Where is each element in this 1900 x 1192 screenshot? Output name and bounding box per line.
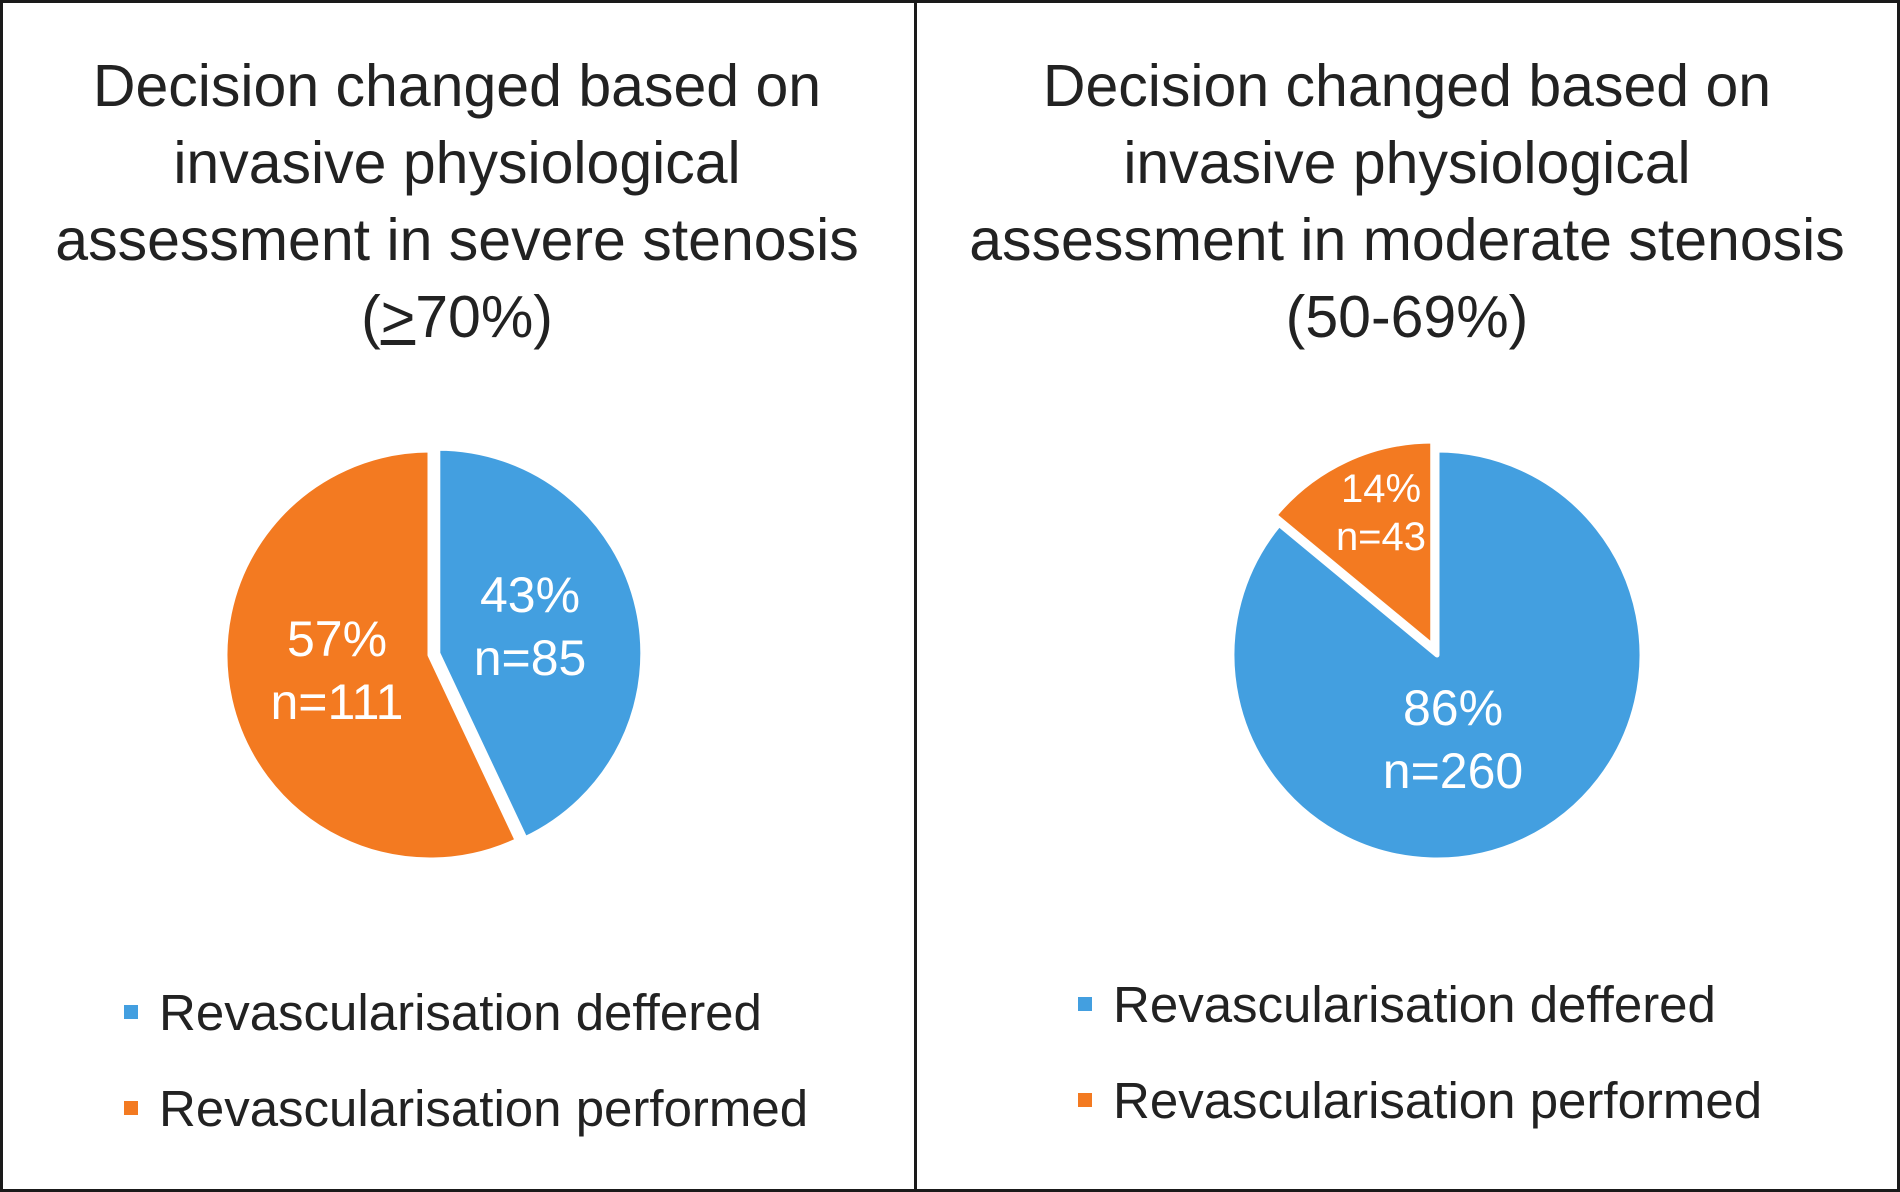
title-line: assessment in moderate stenosis: [969, 207, 1845, 273]
legend-swatch: [124, 1005, 138, 1019]
slice-count-label: n=260: [1383, 743, 1523, 799]
pie-slice: [435, 445, 646, 842]
pie-slice: [1272, 438, 1436, 649]
chart-panel-moderate: Decision changed based on invasive physi…: [917, 0, 1897, 1192]
title-line: assessment in severe stenosis: [55, 207, 859, 273]
chart-title: Decision changed based on invasive physi…: [917, 48, 1897, 356]
legend-swatch: [1078, 1093, 1092, 1107]
legend-swatch: [1078, 997, 1092, 1011]
slice-count-label: n=111: [270, 674, 403, 730]
pie-slice: [222, 447, 520, 863]
slice-count-label: n=43: [1336, 515, 1426, 559]
legend-label: Revascularisation deffered: [1113, 976, 1716, 1033]
legend-label: Revascularisation deffered: [159, 984, 762, 1041]
title-line: (>70%): [0, 279, 914, 356]
title-line: invasive physiological: [173, 130, 741, 196]
pie-slice: [1229, 447, 1645, 863]
legend-label: Revascularisation performed: [1113, 1072, 1763, 1129]
chart-title: Decision changed based on invasive physi…: [0, 48, 914, 356]
title-line: (50-69%): [1285, 284, 1529, 350]
panel-divider: [914, 0, 917, 1192]
slice-percent-label: 86%: [1403, 680, 1503, 736]
title-line: invasive physiological: [1123, 130, 1691, 196]
title-line: Decision changed based on: [92, 53, 822, 119]
pie-chart-severe: 43% n=85 57% n=111: [222, 445, 646, 863]
slice-percent-label: 14%: [1341, 467, 1421, 511]
slice-percent-label: 43%: [480, 567, 580, 623]
chart-panel-severe: Decision changed based on invasive physi…: [0, 0, 914, 1192]
legend-label: Revascularisation performed: [159, 1080, 809, 1137]
title-suffix-after: 70%): [415, 284, 553, 350]
title-suffix-underlined: >: [380, 284, 416, 350]
legend-swatch: [124, 1101, 138, 1115]
slice-count-label: n=85: [474, 630, 587, 686]
title-line: Decision changed based on: [1042, 53, 1772, 119]
pie-chart-moderate: 86% n=260 14%n=43: [1229, 438, 1645, 863]
slice-percent-label: 57%: [287, 611, 387, 667]
title-suffix-before: (: [361, 284, 381, 350]
